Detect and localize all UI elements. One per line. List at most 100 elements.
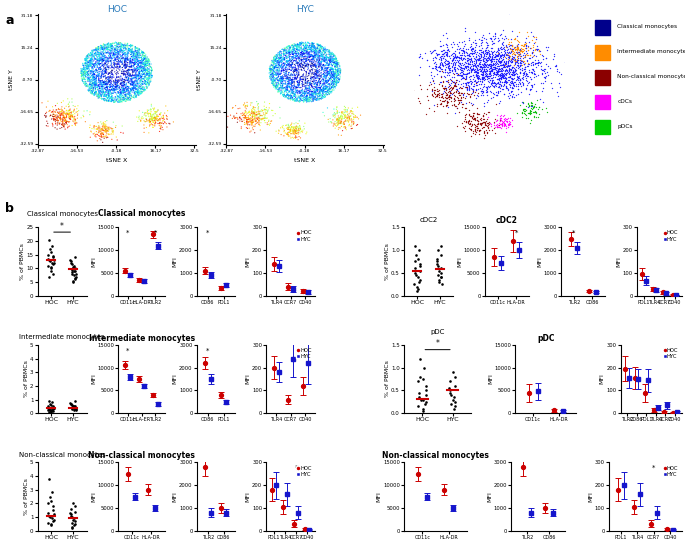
- Point: [479, 46, 490, 54]
- Point: [141, 115, 152, 124]
- Point: [305, 52, 316, 60]
- Point: [78, 68, 89, 77]
- Point: [278, 47, 289, 56]
- Point: [119, 80, 129, 89]
- Point: [53, 109, 64, 118]
- Point: [118, 96, 129, 105]
- Point: [429, 107, 440, 116]
- Point: [277, 90, 288, 99]
- Point: [286, 87, 297, 96]
- Point: [514, 101, 525, 110]
- Point: [106, 95, 117, 104]
- Point: [514, 52, 525, 61]
- Point: [297, 50, 308, 58]
- Point: [467, 62, 478, 70]
- Point: [316, 44, 327, 53]
- Point: [301, 80, 312, 89]
- Point: [271, 82, 282, 91]
- Point: [148, 113, 159, 122]
- Point: [107, 69, 118, 78]
- Point: [252, 101, 263, 109]
- Point: [239, 120, 250, 129]
- Point: [490, 50, 501, 59]
- Point: [71, 406, 82, 415]
- Point: [333, 119, 344, 128]
- Point: [292, 42, 303, 51]
- Point: [82, 54, 93, 63]
- Point: [329, 76, 340, 85]
- Point: [140, 117, 151, 126]
- Point: [136, 85, 147, 94]
- Point: [336, 108, 347, 117]
- Point: [92, 136, 103, 145]
- Point: [328, 68, 339, 77]
- Point: [319, 43, 330, 52]
- Point: [494, 58, 505, 67]
- Point: [514, 75, 525, 84]
- Point: [84, 76, 95, 85]
- Point: [58, 112, 69, 120]
- Point: [501, 123, 512, 132]
- Point: [56, 110, 67, 119]
- Point: [308, 55, 319, 64]
- Point: [119, 90, 129, 99]
- Point: [127, 68, 138, 76]
- Point: [488, 68, 499, 76]
- Point: [318, 86, 329, 95]
- Point: [469, 39, 480, 48]
- Point: [467, 70, 478, 79]
- Point: [132, 113, 142, 122]
- Point: [92, 45, 103, 53]
- Point: [114, 92, 125, 101]
- Point: [117, 75, 128, 84]
- Point: [443, 67, 454, 76]
- Point: [501, 79, 512, 87]
- Point: [285, 44, 296, 53]
- Point: [100, 53, 111, 62]
- Point: [499, 60, 510, 69]
- Point: [334, 75, 345, 84]
- Point: [304, 53, 315, 62]
- Point: [139, 54, 150, 63]
- Point: [471, 64, 482, 73]
- Point: [495, 73, 506, 82]
- Point: [253, 114, 264, 123]
- Point: [305, 40, 316, 48]
- Point: [440, 101, 451, 110]
- Point: [459, 46, 470, 55]
- Point: [111, 41, 122, 50]
- Point: [320, 48, 331, 57]
- Point: [494, 81, 505, 90]
- Point: [103, 54, 114, 63]
- Point: [471, 63, 482, 72]
- Point: [450, 75, 461, 84]
- Point: [308, 43, 319, 52]
- Point: [307, 59, 318, 68]
- Point: [119, 84, 129, 93]
- Point: [114, 48, 125, 57]
- Point: [325, 70, 336, 79]
- Point: [332, 67, 343, 75]
- Point: [340, 103, 351, 112]
- Point: [109, 50, 120, 59]
- Point: [534, 47, 545, 56]
- Point: [305, 60, 316, 69]
- Point: [118, 45, 129, 53]
- Point: [527, 66, 538, 75]
- Point: [84, 62, 95, 71]
- Point: [269, 67, 279, 75]
- Point: [93, 54, 104, 63]
- Point: [272, 76, 283, 85]
- Point: [136, 75, 147, 84]
- Point: [133, 48, 144, 57]
- Point: [301, 67, 312, 76]
- Point: [269, 81, 280, 90]
- Point: [297, 82, 308, 91]
- Point: [499, 43, 510, 52]
- Point: [69, 507, 80, 516]
- Point: [288, 63, 299, 72]
- Point: [269, 56, 279, 64]
- Point: [500, 58, 511, 67]
- Point: [288, 89, 299, 97]
- Point: [268, 111, 279, 120]
